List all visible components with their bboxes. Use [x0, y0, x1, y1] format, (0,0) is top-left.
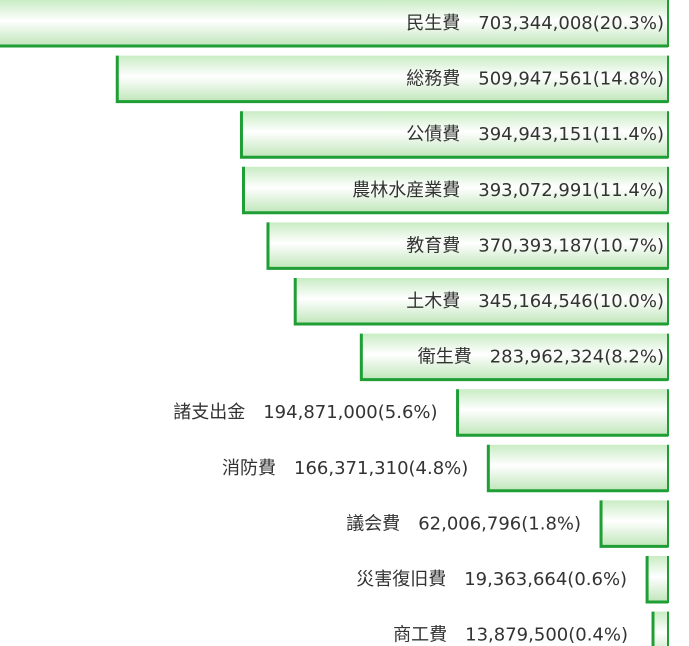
value-label: 703,344,008 — [478, 13, 593, 34]
bar — [241, 111, 668, 158]
category-label: 民生費 — [406, 13, 460, 34]
bar-edge — [115, 55, 668, 104]
bar-edge — [266, 222, 668, 270]
bar-label: 農林水産業費 393,072,991(11.4%) — [352, 180, 664, 201]
value-label: 393,072,991 — [478, 180, 593, 201]
share-label: (1.8%) — [521, 513, 581, 534]
share-label: (10.0%) — [593, 291, 664, 312]
value-label: 283,962,324 — [490, 347, 605, 368]
share-label: (10.7%) — [593, 235, 664, 256]
bar-row: 農林水産業費 393,072,991(11.4%) — [241, 166, 669, 215]
bar-label: 民生費 703,344,008(20.3%) — [406, 13, 664, 34]
bar-row: 土木費 345,164,546(10.0%) — [293, 278, 669, 326]
bar-row: 公債費 394,943,151(11.4%) — [239, 111, 669, 159]
bar — [295, 278, 668, 324]
bar-label: 諸支出金 194,871,000(5.6%) — [173, 402, 437, 423]
share-label: (8.2%) — [604, 347, 664, 368]
category-label: 農林水産業費 — [352, 180, 460, 201]
bar-edge — [456, 389, 668, 437]
bar-label: 衛生費 283,962,324(8.2%) — [418, 347, 664, 368]
share-label: (14.8%) — [593, 69, 664, 90]
bar-row: 商工費 13,879,500(0.4%) — [393, 611, 669, 646]
bar-row: 議会費 62,006,796(1.8%) — [346, 500, 669, 548]
bar — [0, 0, 668, 46]
bar — [457, 389, 668, 436]
bar-edge — [599, 500, 668, 548]
bar — [361, 333, 668, 380]
bar-row: 消防費 166,371,310(4.8%) — [222, 444, 669, 493]
value-label: 194,871,000 — [263, 402, 378, 423]
bar-edge — [0, 44, 668, 48]
share-label: (20.3%) — [593, 13, 664, 34]
bar-edge — [651, 611, 655, 646]
bar-row: 民生費 703,344,008(20.3%) — [0, 0, 669, 48]
share-label: (5.6%) — [378, 402, 438, 423]
bar-edge — [239, 111, 668, 159]
bar — [647, 556, 668, 602]
bar — [601, 500, 668, 547]
bar-edge — [293, 278, 668, 326]
value-label: 19,363,664 — [464, 569, 567, 590]
category-label: 総務費 — [406, 69, 460, 90]
value-label: 509,947,561 — [478, 69, 593, 90]
bar-label: 商工費 13,879,500(0.4%) — [393, 625, 628, 646]
category-label: 教育費 — [406, 235, 460, 256]
category-label: 災害復旧費 — [356, 569, 446, 590]
bar-row: 諸支出金 194,871,000(5.6%) — [173, 389, 669, 437]
bar-label: 災害復旧費 19,363,664(0.6%) — [356, 569, 627, 590]
bar — [488, 444, 668, 491]
bar-row: 教育費 370,393,187(10.7%) — [266, 222, 669, 270]
value-label: 370,393,187 — [478, 235, 593, 256]
bar-edge — [241, 166, 668, 215]
bar — [243, 166, 668, 213]
bar-edge — [645, 556, 668, 604]
bar — [653, 611, 668, 646]
bar-label: 土木費 345,164,546(10.0%) — [406, 291, 664, 312]
category-label: 消防費 — [222, 458, 276, 479]
category-label: 衛生費 — [418, 347, 472, 368]
category-label: 公債費 — [406, 124, 460, 145]
value-label: 345,164,546 — [478, 291, 593, 312]
share-label: (0.4%) — [568, 625, 628, 646]
bar — [117, 55, 668, 102]
bar-label: 公債費 394,943,151(11.4%) — [406, 124, 664, 145]
bar-label: 総務費 509,947,561(14.8%) — [406, 69, 664, 90]
bar-edge — [359, 333, 668, 382]
value-label: 166,371,310 — [294, 458, 409, 479]
bar-row: 衛生費 283,962,324(8.2%) — [359, 333, 669, 382]
bar-row: 総務費 509,947,561(14.8%) — [115, 55, 669, 104]
value-label: 394,943,151 — [478, 124, 593, 145]
bar — [267, 222, 668, 269]
bar-label: 議会費 62,006,796(1.8%) — [346, 513, 581, 534]
value-label: 62,006,796 — [418, 513, 521, 534]
category-label: 商工費 — [393, 625, 447, 646]
category-label: 諸支出金 — [173, 402, 245, 423]
category-label: 議会費 — [346, 513, 400, 534]
share-label: (11.4%) — [593, 124, 664, 145]
category-label: 土木費 — [406, 291, 460, 312]
bar-label: 教育費 370,393,187(10.7%) — [406, 235, 664, 256]
share-label: (4.8%) — [409, 458, 469, 479]
bar-label: 消防費 166,371,310(4.8%) — [222, 458, 468, 479]
bar-row: 災害復旧費 19,363,664(0.6%) — [356, 556, 669, 604]
value-label: 13,879,500 — [465, 625, 568, 646]
share-label: (0.6%) — [567, 569, 627, 590]
bar-edge — [486, 444, 668, 493]
share-label: (11.4%) — [593, 180, 664, 201]
